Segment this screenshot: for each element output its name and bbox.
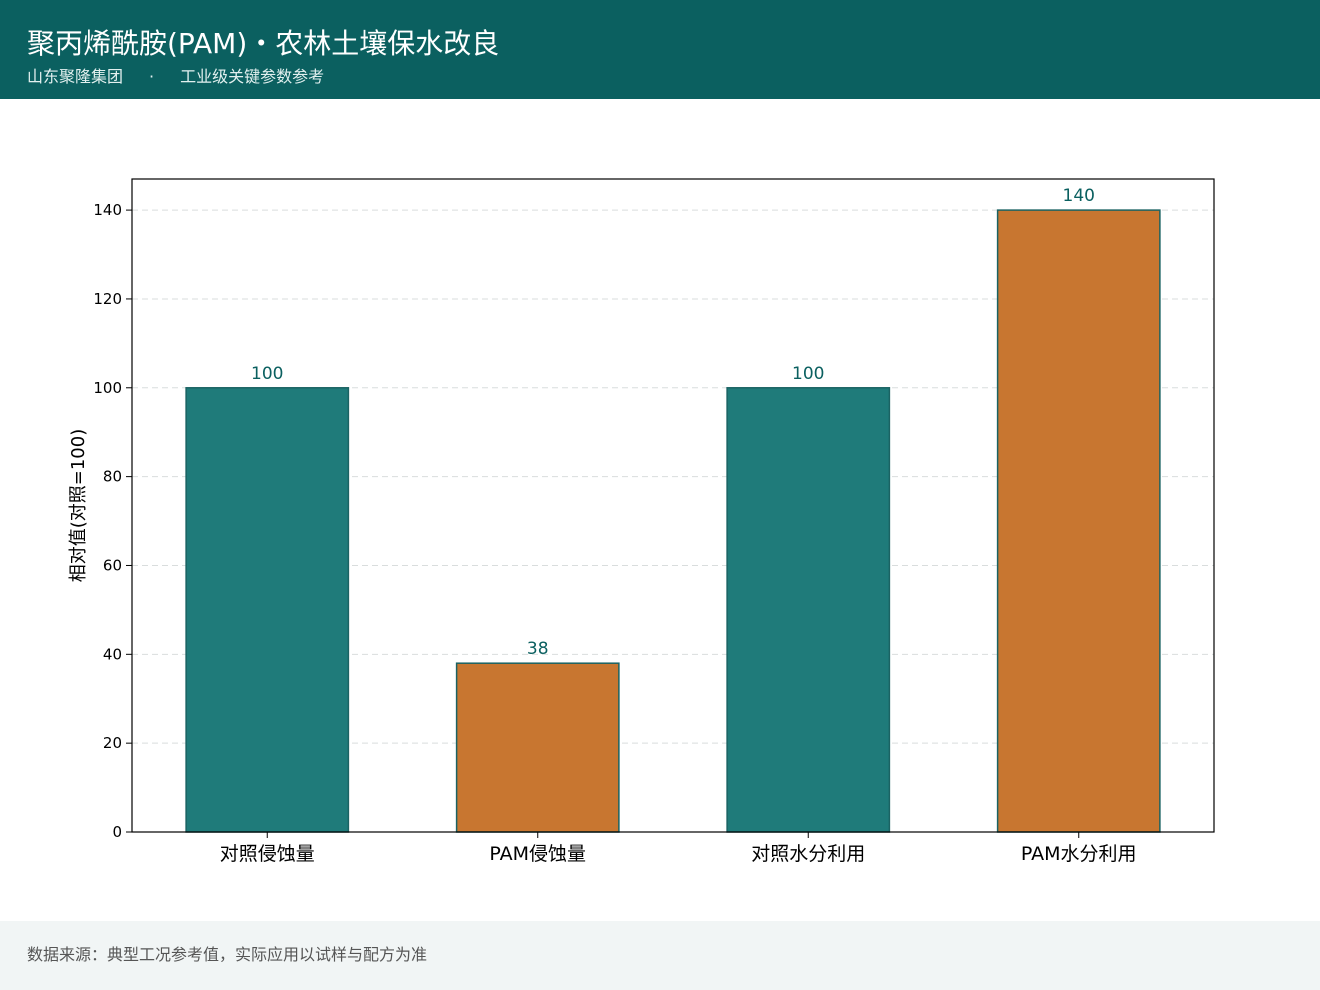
bar (455, 662, 620, 833)
subtitle-tagline: 工业级关键参数参考 (180, 67, 325, 86)
bar-chart: 100 38 100 140 0 20 40 60 80 100 120 140 对照侵蚀量 PAM侵… (68, 178, 1215, 865)
subtitle-separator: · (149, 67, 155, 86)
x-axis-ticks: 对照侵蚀量 PAM侵蚀量 对照水分利用 PAM水分利用 (220, 832, 1137, 865)
plot-frame (131, 178, 1215, 833)
source-note: 数据来源：典型工况参考值，实际应用以试样与配方为准 (27, 945, 428, 964)
y-tick-label: 100 (93, 379, 122, 397)
data-label: 38 (527, 639, 549, 659)
y-tick-label: 0 (112, 823, 122, 841)
data-label: 140 (1063, 186, 1095, 206)
data-label: 100 (251, 364, 283, 384)
y-tick-label: 120 (93, 290, 122, 308)
x-tick-label: PAM侵蚀量 (489, 843, 586, 865)
page-subtitle: 山东聚隆集团 · 工业级关键参数参考 (27, 66, 324, 88)
page-title: 聚丙烯酰胺(PAM)・农林土壤保水改良 (27, 27, 500, 60)
bar (185, 387, 350, 833)
x-tick-label: 对照侵蚀量 (220, 843, 315, 865)
y-tick-label: 140 (93, 201, 122, 219)
y-tick-label: 60 (103, 556, 122, 574)
footer: 数据来源：典型工况参考值，实际应用以试样与配方为准 (0, 921, 1320, 990)
bars (185, 209, 1161, 833)
y-tick-label: 20 (103, 734, 122, 752)
y-axis-label: 相对值(对照=100) (68, 429, 89, 582)
header-banner: 聚丙烯酰胺(PAM)・农林土壤保水改良 山东聚隆集团 · 工业级关键参数参考 (0, 0, 1320, 99)
chart-area: 100 38 100 140 0 20 40 60 80 100 120 140 对照侵蚀量 PAM侵… (0, 99, 1320, 921)
data-label: 100 (792, 364, 824, 384)
data-labels: 100 38 100 140 (251, 186, 1095, 659)
y-tick-label: 80 (103, 468, 122, 486)
company-name: 山东聚隆集团 (27, 67, 124, 86)
y-axis-ticks: 0 20 40 60 80 100 120 140 (93, 201, 132, 841)
x-tick-label: 对照水分利用 (751, 843, 865, 865)
y-tick-label: 40 (103, 645, 122, 663)
bar (996, 209, 1161, 833)
bar (726, 387, 891, 833)
x-tick-label: PAM水分利用 (1021, 843, 1137, 865)
